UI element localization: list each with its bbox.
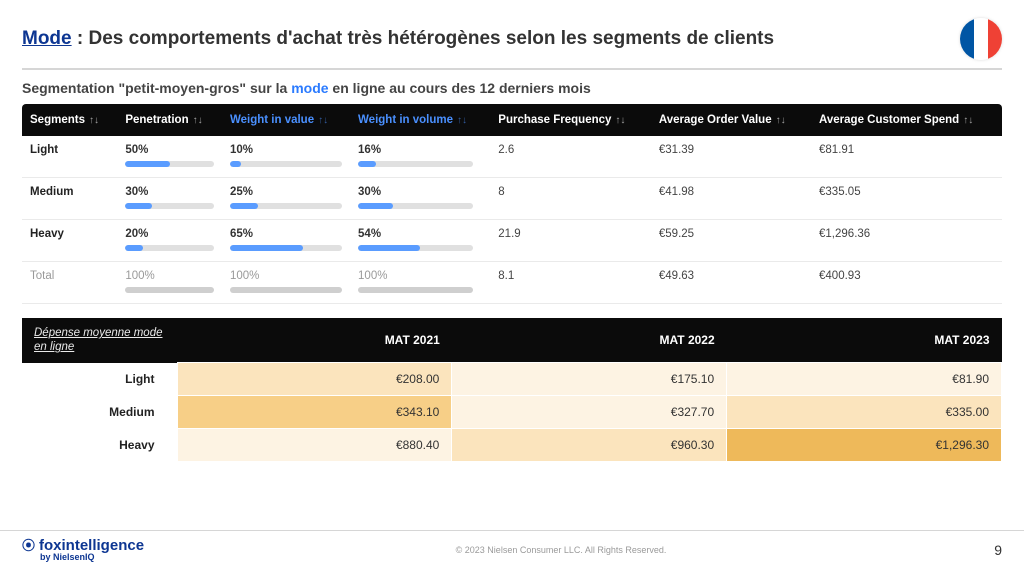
- title-rest: : Des comportements d'achat très hétérog…: [72, 28, 774, 49]
- spend-cell: €1,296.30: [727, 429, 1002, 462]
- sort-icon: ↑↓: [193, 115, 203, 126]
- table-row: Heavy€880.40€960.30€1,296.30: [22, 429, 1002, 462]
- spend-cell: €175.10: [452, 363, 727, 396]
- page-number: 9: [978, 542, 1002, 558]
- spend-lead-label: Dépense moyenne mode en ligne: [22, 318, 177, 363]
- sort-icon: ↑↓: [963, 115, 973, 126]
- subtitle-post: en ligne au cours des 12 derniers mois: [329, 80, 591, 96]
- progress-bar: [230, 245, 342, 251]
- column-header[interactable]: Weight in value↑↓: [222, 104, 350, 136]
- column-header[interactable]: Purchase Frequency↑↓: [490, 104, 651, 136]
- column-header: MAT 2021: [177, 318, 452, 363]
- row-header: Heavy: [22, 429, 177, 462]
- segment-name: Total: [30, 270, 54, 282]
- progress-bar: [230, 161, 342, 167]
- subtitle-pre: Segmentation "petit-moyen-gros" sur la: [22, 80, 291, 96]
- brand-logo: ⦿ foxintelligence by NielsenIQ: [22, 538, 144, 562]
- row-header: Light: [22, 363, 177, 396]
- spend-table: Dépense moyenne mode en ligneMAT 2021MAT…: [22, 318, 1002, 462]
- column-header: MAT 2022: [452, 318, 727, 363]
- table-row: Heavy20%65%54%21.9€59.25€1,296.36: [22, 220, 1002, 262]
- progress-bar: [125, 245, 214, 251]
- table-row: Light50%10%16%2.6€31.39€81.91: [22, 136, 1002, 178]
- progress-bar: [230, 287, 342, 293]
- column-header[interactable]: Penetration↑↓: [117, 104, 222, 136]
- table-row: Medium€343.10€327.70€335.00: [22, 396, 1002, 429]
- segment-name: Medium: [30, 186, 73, 198]
- copyright: © 2023 Nielsen Consumer LLC. All Rights …: [456, 545, 667, 555]
- progress-bar: [358, 203, 473, 209]
- progress-bar: [358, 161, 473, 167]
- brand-sub: by NielsenIQ: [40, 553, 144, 562]
- spend-cell: €81.90: [727, 363, 1002, 396]
- segment-name: Heavy: [30, 228, 64, 240]
- brand-main: foxintelligence: [39, 537, 144, 554]
- progress-bar: [230, 203, 342, 209]
- sort-icon: ↑↓: [776, 115, 786, 126]
- spend-cell: €208.00: [177, 363, 452, 396]
- sort-icon: ↑↓: [615, 115, 625, 126]
- column-header: MAT 2023: [727, 318, 1002, 363]
- france-flag-icon: [960, 18, 1002, 60]
- progress-bar: [125, 161, 214, 167]
- column-header[interactable]: Average Customer Spend↑↓: [811, 104, 1002, 136]
- spend-cell: €880.40: [177, 429, 452, 462]
- subtitle-highlight: mode: [291, 80, 328, 96]
- segment-name: Light: [30, 144, 58, 156]
- header-row: Mode : Des comportements d'achat très hé…: [22, 18, 1002, 70]
- spend-cell: €327.70: [452, 396, 727, 429]
- column-header[interactable]: Segments↑↓: [22, 104, 117, 136]
- shield-icon: ⦿: [22, 538, 35, 553]
- title-highlight: Mode: [22, 28, 72, 49]
- sort-icon: ↑↓: [318, 115, 328, 126]
- progress-bar: [125, 287, 214, 293]
- column-header[interactable]: Average Order Value↑↓: [651, 104, 811, 136]
- footer: ⦿ foxintelligence by NielsenIQ © 2023 Nie…: [0, 530, 1024, 570]
- table-row: Total100%100%100%8.1€49.63€400.93: [22, 262, 1002, 304]
- progress-bar: [358, 287, 473, 293]
- page-title: Mode : Des comportements d'achat très hé…: [22, 28, 774, 50]
- column-header[interactable]: Weight in volume↑↓: [350, 104, 490, 136]
- sort-icon: ↑↓: [457, 115, 467, 126]
- spend-cell: €335.00: [727, 396, 1002, 429]
- table-row: Light€208.00€175.10€81.90: [22, 363, 1002, 396]
- sort-icon: ↑↓: [89, 115, 99, 126]
- row-header: Medium: [22, 396, 177, 429]
- progress-bar: [125, 203, 214, 209]
- segments-table: Segments↑↓Penetration↑↓Weight in value↑↓…: [22, 104, 1002, 304]
- table-row: Medium30%25%30%8€41.98€335.05: [22, 178, 1002, 220]
- spend-cell: €960.30: [452, 429, 727, 462]
- spend-cell: €343.10: [177, 396, 452, 429]
- subtitle: Segmentation "petit-moyen-gros" sur la m…: [22, 80, 1002, 96]
- progress-bar: [358, 245, 473, 251]
